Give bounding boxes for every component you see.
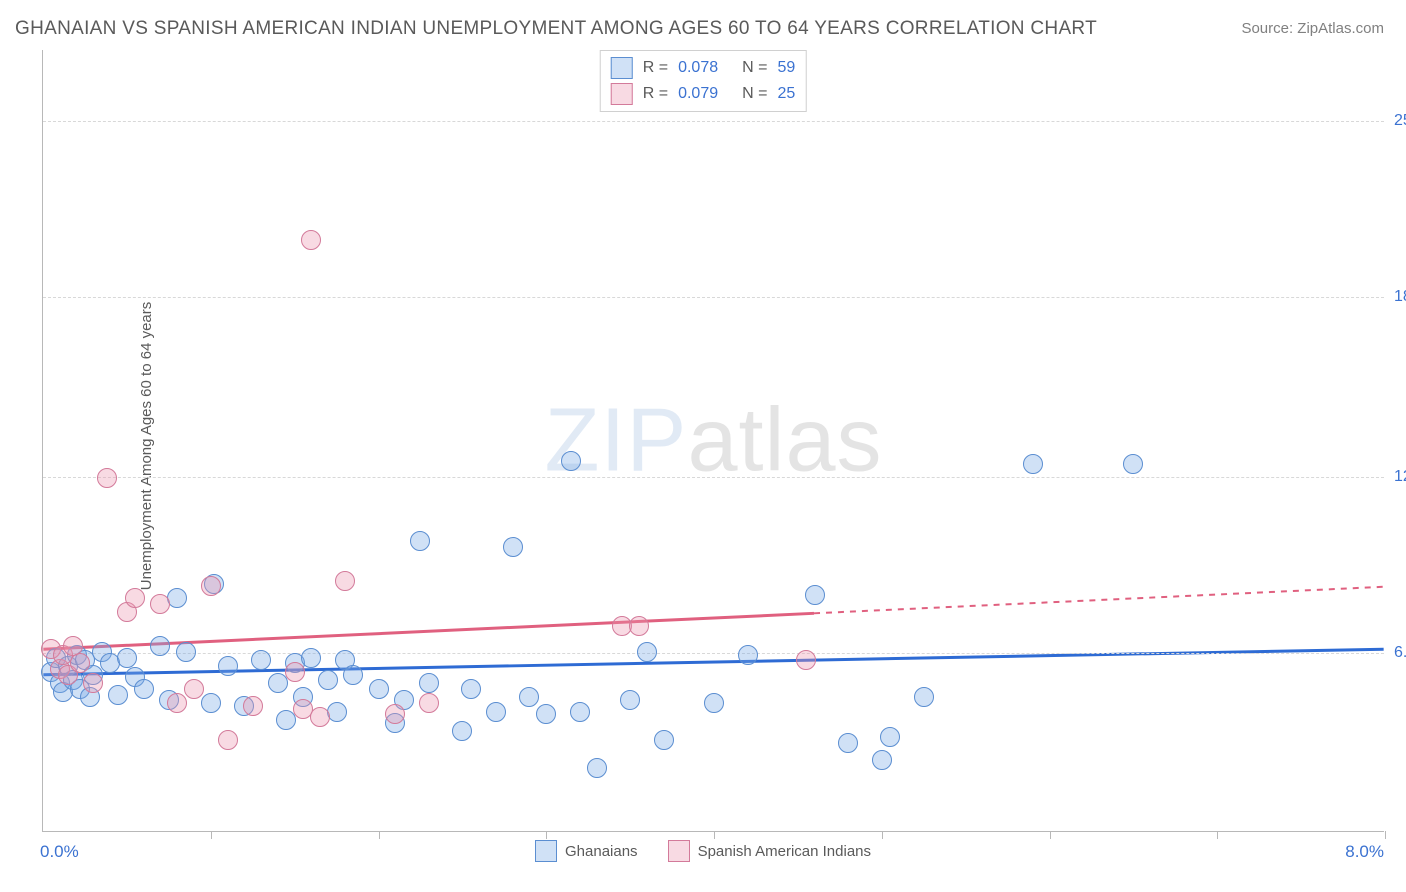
n-label: N = <box>742 85 767 103</box>
x-tick <box>211 831 212 839</box>
grid-line <box>43 477 1384 478</box>
data-point <box>419 673 439 693</box>
x-tick <box>1385 831 1386 839</box>
data-point <box>251 650 271 670</box>
swatch-s2 <box>611 83 633 105</box>
data-point <box>805 585 825 605</box>
data-point <box>201 693 221 713</box>
data-point <box>385 704 405 724</box>
data-point <box>1123 454 1143 474</box>
data-point <box>97 468 117 488</box>
x-tick <box>546 831 547 839</box>
legend-row-2: R = 0.079 N = 25 <box>611 81 796 107</box>
data-point <box>201 576 221 596</box>
y-tick-label: 25.0% <box>1394 112 1406 130</box>
y-tick-label: 12.5% <box>1394 468 1406 486</box>
data-point <box>70 653 90 673</box>
data-point <box>176 642 196 662</box>
legend-label-s1: Ghanaians <box>565 843 638 860</box>
data-point <box>838 733 858 753</box>
data-point <box>301 648 321 668</box>
legend-item-s2: Spanish American Indians <box>668 840 871 862</box>
r-value-s1: 0.078 <box>678 59 718 77</box>
grid-line <box>43 297 1384 298</box>
data-point <box>704 693 724 713</box>
data-point <box>880 727 900 747</box>
data-point <box>872 750 892 770</box>
data-point <box>184 679 204 699</box>
x-tick <box>714 831 715 839</box>
data-point <box>536 704 556 724</box>
data-point <box>452 721 472 741</box>
data-point <box>637 642 657 662</box>
data-point <box>503 537 523 557</box>
n-label: N = <box>742 59 767 77</box>
legend-label-s2: Spanish American Indians <box>698 843 871 860</box>
r-label: R = <box>643 59 668 77</box>
data-point <box>285 662 305 682</box>
swatch-s1 <box>535 840 557 862</box>
data-point <box>134 679 154 699</box>
data-point <box>369 679 389 699</box>
data-point <box>335 571 355 591</box>
data-point <box>301 230 321 250</box>
data-point <box>343 665 363 685</box>
plot-area: ZIPatlas 6.3%12.5%18.8%25.0% <box>42 50 1384 832</box>
data-point <box>218 730 238 750</box>
grid-line <box>43 653 1384 654</box>
data-point <box>83 673 103 693</box>
n-value-s2: 25 <box>777 85 795 103</box>
x-tick <box>882 831 883 839</box>
r-label: R = <box>643 85 668 103</box>
data-point <box>796 650 816 670</box>
data-point <box>914 687 934 707</box>
data-point <box>310 707 330 727</box>
data-point <box>150 636 170 656</box>
data-point <box>629 616 649 636</box>
series-legend: Ghanaians Spanish American Indians <box>535 840 871 862</box>
chart-title: GHANAIAN VS SPANISH AMERICAN INDIAN UNEM… <box>15 18 1097 40</box>
source-attribution: Source: ZipAtlas.com <box>1241 20 1384 37</box>
data-point <box>738 645 758 665</box>
y-tick-label: 18.8% <box>1394 288 1406 306</box>
x-tick <box>379 831 380 839</box>
data-point <box>218 656 238 676</box>
x-tick <box>1050 831 1051 839</box>
r-value-s2: 0.079 <box>678 85 718 103</box>
legend-row-1: R = 0.078 N = 59 <box>611 55 796 81</box>
data-point <box>410 531 430 551</box>
data-point <box>620 690 640 710</box>
swatch-s2 <box>668 840 690 862</box>
data-point <box>570 702 590 722</box>
data-point <box>243 696 263 716</box>
data-point <box>117 648 137 668</box>
x-tick <box>1217 831 1218 839</box>
data-point <box>461 679 481 699</box>
x-origin-label: 0.0% <box>40 842 79 862</box>
data-point <box>1023 454 1043 474</box>
n-value-s1: 59 <box>777 59 795 77</box>
grid-line <box>43 121 1384 122</box>
data-point <box>125 588 145 608</box>
data-point <box>654 730 674 750</box>
data-point <box>419 693 439 713</box>
data-point <box>318 670 338 690</box>
data-point <box>561 451 581 471</box>
swatch-s1 <box>611 57 633 79</box>
x-max-label: 8.0% <box>1345 842 1384 862</box>
data-point <box>486 702 506 722</box>
data-point <box>587 758 607 778</box>
correlation-legend: R = 0.078 N = 59 R = 0.079 N = 25 <box>600 50 807 112</box>
data-point <box>150 594 170 614</box>
y-tick-label: 6.3% <box>1394 644 1406 662</box>
data-point <box>167 693 187 713</box>
data-point <box>108 685 128 705</box>
data-point <box>519 687 539 707</box>
legend-item-s1: Ghanaians <box>535 840 638 862</box>
